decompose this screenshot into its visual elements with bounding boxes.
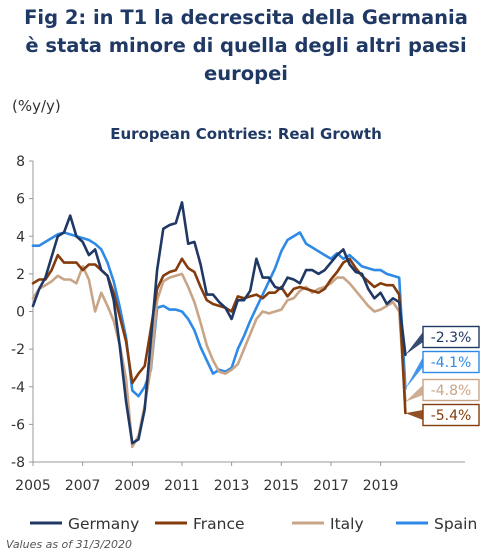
legend-label-germany: Germany — [68, 515, 139, 533]
y-tick-label: 2 — [16, 267, 25, 283]
callout-pointer-spain — [405, 357, 423, 389]
callout-pointer-italy — [405, 385, 423, 402]
title-line-1: Fig 2: in T1 la decrescita della Germani… — [24, 6, 468, 29]
callout-box-france — [422, 403, 480, 427]
x-tick-label: 2017 — [313, 478, 349, 494]
y-tick-label: 8 — [16, 154, 25, 170]
y-tick-label: -8 — [11, 455, 25, 471]
callout-pointer-france — [405, 410, 423, 420]
callout-label-italy: -4.8% — [431, 383, 472, 399]
y-tick-label: 6 — [16, 192, 25, 208]
callout-pointer-germany — [405, 332, 423, 355]
y-axis-unit-label: (%y/y) — [12, 97, 61, 115]
legend-label-spain: Spain — [434, 515, 477, 533]
callout-box-spain — [422, 350, 480, 374]
x-tick-label: 2009 — [114, 478, 150, 494]
x-tick-label: 2013 — [214, 478, 250, 494]
x-tick-label: 2011 — [164, 478, 200, 494]
y-tick-label: 4 — [16, 229, 25, 245]
y-tick-label: -2 — [11, 342, 25, 358]
legend-label-italy: Italy — [330, 515, 364, 533]
callout-label-france: -5.4% — [431, 408, 472, 424]
x-tick-label: 2019 — [363, 478, 399, 494]
x-tick-label: 2005 — [15, 478, 51, 494]
footnote: Values as of 31/3/2020 — [6, 538, 133, 551]
callout-box-italy — [422, 378, 480, 402]
y-tick-label: -6 — [11, 417, 25, 433]
series-line-italy — [31, 265, 407, 449]
y-tick-label: 0 — [16, 305, 25, 321]
x-tick-label: 2007 — [65, 478, 101, 494]
callout-label-germany: -2.3% — [431, 330, 472, 346]
chart-subtitle: European Contries: Real Growth — [110, 125, 382, 143]
chart-title: Fig 2: in T1 la decrescita della Germani… — [0, 4, 492, 88]
callout-box-germany — [422, 325, 480, 349]
title-line-3: europei — [204, 62, 288, 85]
y-tick-label: -4 — [11, 380, 25, 396]
callout-label-spain: -4.1% — [431, 355, 472, 371]
legend-label-france: France — [193, 515, 245, 533]
series-line-germany — [31, 201, 407, 445]
x-tick-label: 2015 — [263, 478, 299, 494]
title-line-2: è stata minore di quella degli altri pae… — [25, 34, 467, 57]
series-line-france — [31, 253, 407, 415]
